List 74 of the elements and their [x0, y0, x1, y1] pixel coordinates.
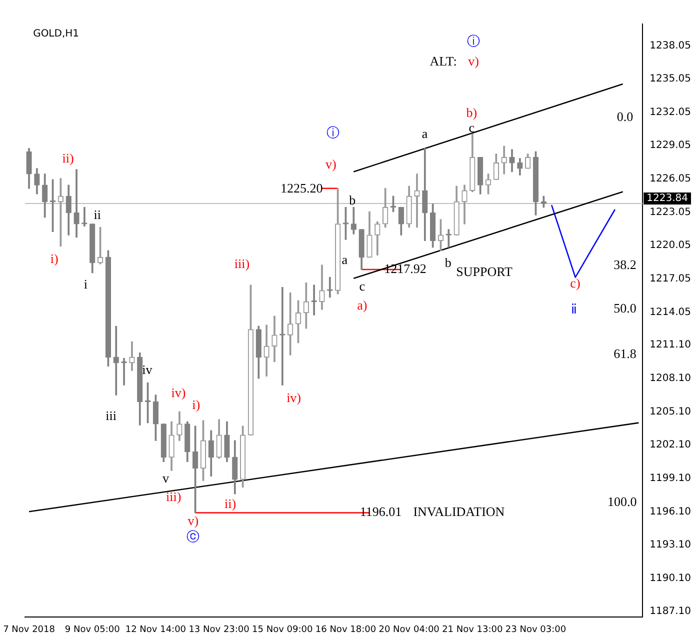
x-tick-label: 7 Nov 2018: [3, 624, 56, 635]
annotation: 1225.20: [280, 180, 323, 196]
y-tick-label: 1208.10: [650, 372, 692, 384]
annotation: iii): [166, 488, 182, 504]
candlestick: [414, 174, 420, 228]
annotation: SUPPORT: [456, 264, 513, 280]
annotation: v): [468, 54, 480, 69]
annotation: ⅱ: [571, 301, 578, 316]
annotation: i: [84, 276, 88, 292]
candlestick: [446, 229, 452, 248]
annotation: 61.8: [614, 346, 636, 361]
annotation: a): [357, 297, 368, 312]
y-tick-label: 1235.05: [650, 74, 692, 85]
annotation: 38.2: [614, 257, 636, 272]
annotation: 1196.01: [360, 504, 402, 519]
candlestick: [113, 326, 119, 396]
annotation: iii: [106, 408, 117, 424]
x-tick-label: 12 Nov 14:00: [125, 624, 186, 635]
annotation: b: [349, 192, 356, 208]
annotation: i): [50, 251, 58, 266]
annotation: iv: [142, 362, 153, 377]
annotation: b: [444, 255, 452, 270]
annotation: ii): [224, 496, 236, 511]
annotation: iv): [171, 385, 186, 400]
y-tick-label: 1214.05: [650, 306, 692, 318]
annotation: INVALIDATION: [413, 504, 506, 519]
annotation: v): [326, 156, 336, 172]
annotation: c: [359, 278, 366, 294]
y-tick-label: 1229.05: [650, 140, 692, 152]
annotation: v: [162, 470, 170, 486]
candlestick: [82, 206, 88, 227]
annotation: 100.0: [608, 494, 637, 509]
x-tick-label: 9 Nov 05:00: [64, 624, 120, 635]
candlestick: [280, 286, 286, 386]
annotation: c: [468, 120, 475, 136]
y-tick-label: 1223.05: [650, 206, 692, 218]
text: GOLD,H1: [33, 28, 80, 40]
annotation: v): [188, 512, 199, 528]
y-tick-label: 1217.05: [650, 274, 692, 285]
y-tick-label: 1211.10: [650, 340, 692, 351]
x-tick-label: 13 Nov 23:00: [188, 624, 250, 635]
annotation: a: [342, 252, 348, 268]
annotation: i): [192, 397, 200, 412]
y-tick-label: 1193.10: [650, 540, 692, 551]
annotation: 50.0: [614, 300, 636, 316]
annotation: a: [422, 126, 428, 142]
annotation: ii): [62, 150, 74, 166]
y-tick-label: 1205.10: [650, 406, 692, 418]
y-tick-label: 1202.10: [650, 440, 692, 451]
x-tick-label: 23 Nov 03:00: [505, 624, 566, 635]
ref-line-label: 1223.84: [646, 193, 688, 204]
annotation: ALT:: [430, 54, 457, 69]
annotation: 0.0: [616, 109, 634, 124]
y-tick-label: 1196.10: [650, 506, 692, 518]
annotation: ⓒ: [186, 529, 200, 544]
annotation: b): [466, 105, 478, 120]
annotation: ii: [94, 206, 102, 222]
y-tick-label: 1199.10: [650, 472, 692, 484]
x-tick-label: 16 Nov 18:00: [315, 624, 376, 635]
y-tick-label: 1187.10: [650, 606, 692, 618]
y-tick-label: 1220.05: [650, 240, 692, 252]
y-tick-label: 1238.05: [650, 40, 692, 52]
x-tick-label: 15 Nov 09:00: [252, 624, 313, 635]
x-tick-label: 20 Nov 04:00: [378, 624, 440, 635]
y-tick-label: 1226.05: [650, 174, 692, 185]
annotation: iii): [234, 256, 250, 272]
annotation: ⓘ: [326, 125, 340, 140]
y-tick-label: 1232.05: [650, 106, 692, 118]
x-tick-label: 21 Nov 13:00: [442, 624, 504, 635]
annotation: ⓘ: [467, 34, 480, 49]
annotation: c): [570, 275, 580, 290]
y-tick-label: 1190.10: [650, 572, 692, 584]
annotation: iv): [286, 390, 302, 406]
annotation: 1217.92: [384, 261, 426, 276]
